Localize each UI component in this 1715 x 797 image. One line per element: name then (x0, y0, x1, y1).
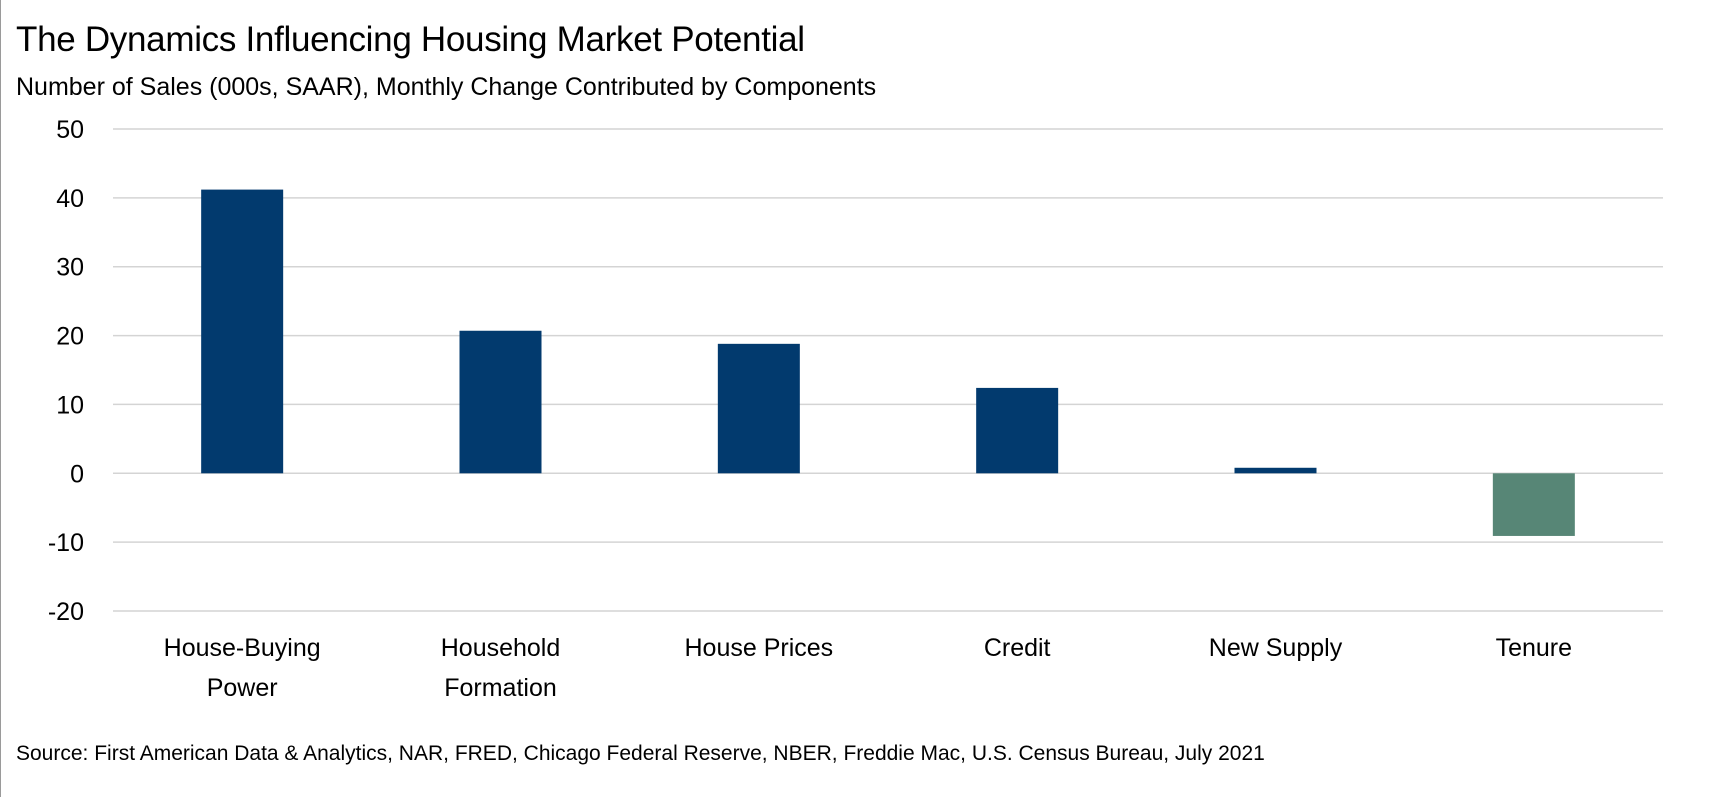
bar-0 (201, 189, 284, 474)
category-labels: House-Buying Power Household Formation House… (164, 634, 1572, 702)
category-label: Power (207, 674, 278, 702)
category-label: House Prices (684, 634, 833, 662)
y-tick-label: 20 (56, 323, 84, 351)
bar-5 (1492, 473, 1575, 536)
bar-3 (976, 387, 1059, 474)
y-tick-label: 0 (70, 460, 84, 488)
bar-2 (717, 343, 800, 474)
category-label: Tenure (1496, 634, 1572, 662)
category-label: House-Buying (164, 634, 321, 662)
y-tick-label: 30 (56, 254, 84, 282)
y-tick-label: 10 (56, 391, 84, 419)
chart-subtitle: Number of Sales (000s, SAAR), Monthly Ch… (16, 73, 877, 101)
chart-title: The Dynamics Influencing Housing Market … (16, 20, 805, 59)
category-label: Formation (444, 674, 557, 702)
category-label: Household (441, 634, 561, 662)
y-tick-label: -10 (48, 529, 84, 557)
bars (201, 189, 1575, 536)
category-label: Credit (984, 634, 1051, 662)
source-note: Source: First American Data & Analytics,… (16, 742, 1265, 765)
y-tick-label: -20 (48, 598, 84, 626)
left-frame-border (0, 0, 1, 797)
category-label: New Supply (1209, 634, 1343, 662)
y-tick-label: 50 (56, 116, 84, 144)
gridlines (113, 128, 1663, 612)
y-axis-tick-labels: 50 40 30 20 10 0 -10 -20 (48, 116, 84, 626)
bar-4 (1234, 467, 1317, 474)
bar-1 (459, 330, 542, 474)
y-tick-label: 40 (56, 185, 84, 213)
